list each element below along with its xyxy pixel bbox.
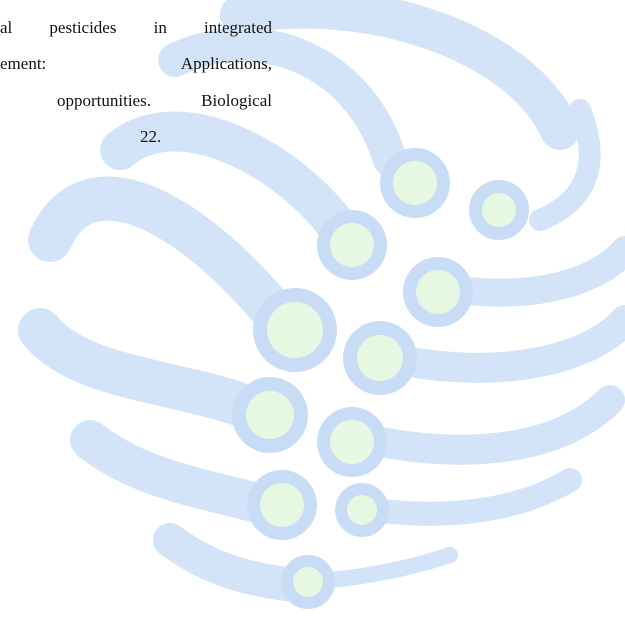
- text-line: al pesticides in integrated: [0, 18, 272, 37]
- text-line: opportunities. Biological: [57, 91, 272, 110]
- text-line: 22.: [140, 127, 162, 146]
- text-line: ement: Applications,: [0, 54, 272, 73]
- watermark-nodes: [232, 148, 529, 609]
- watermark-arcs: [18, 0, 625, 602]
